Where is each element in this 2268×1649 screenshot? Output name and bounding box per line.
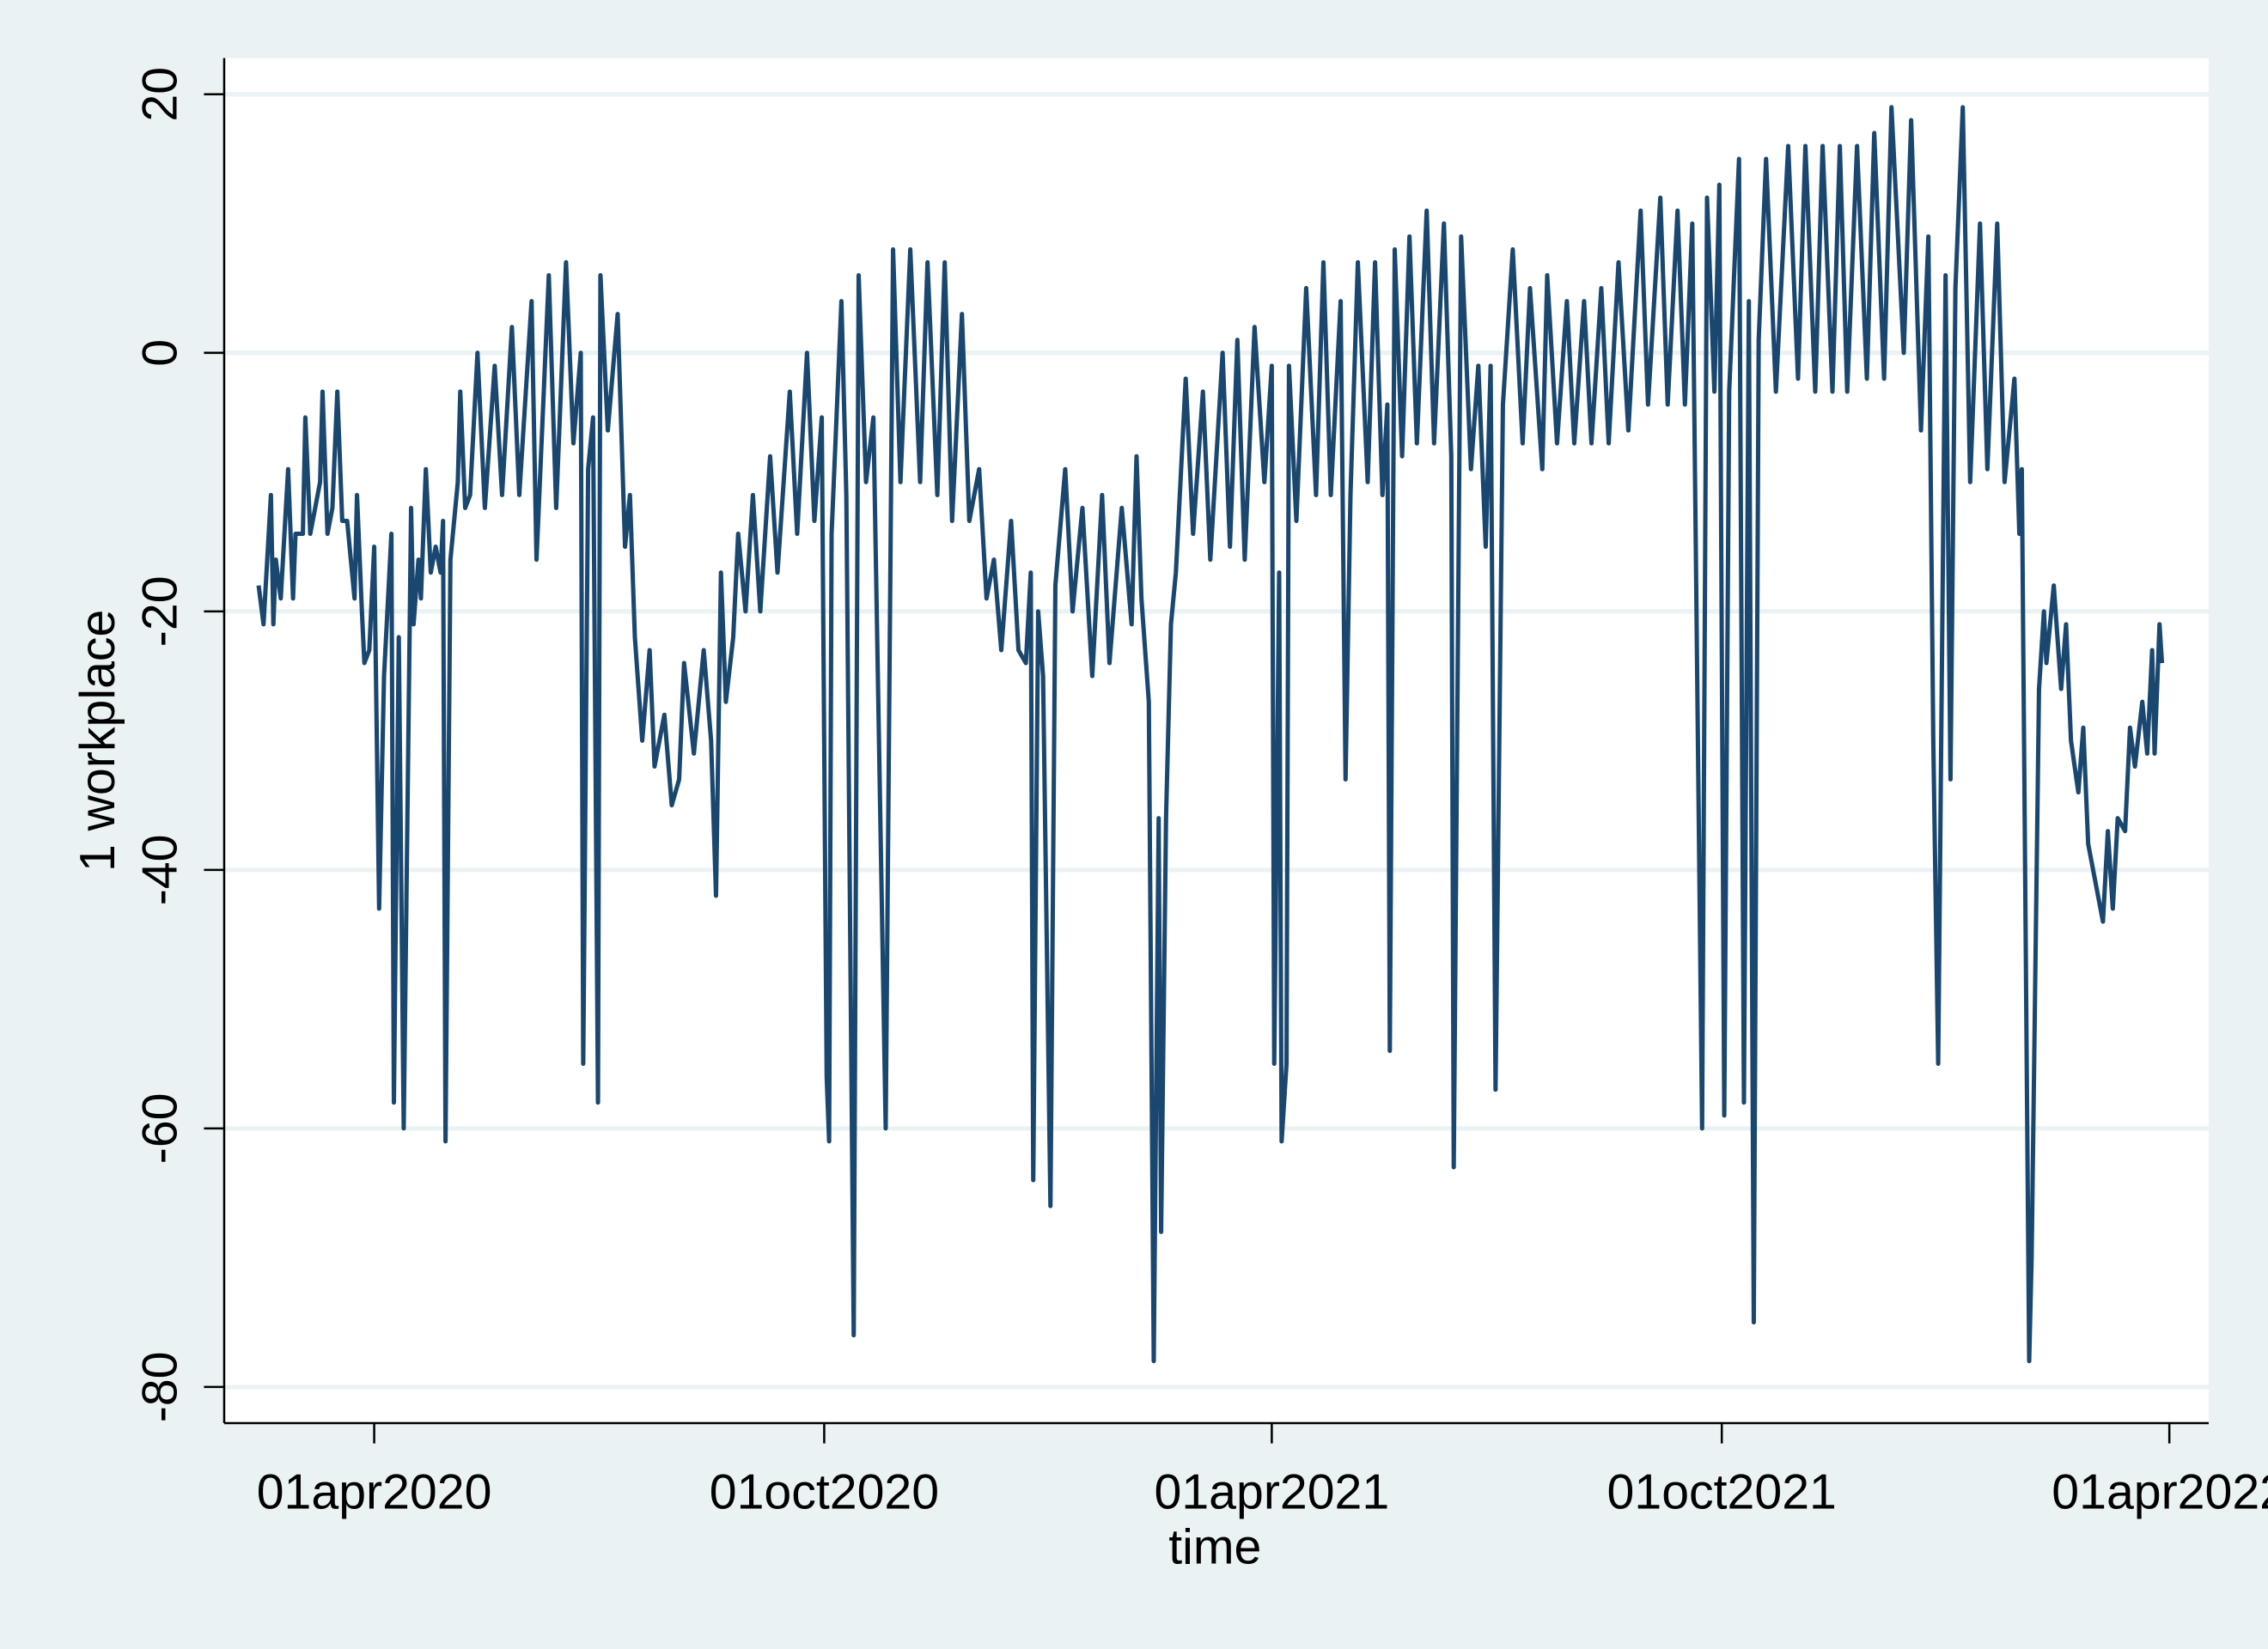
y-tick-label: -20 xyxy=(132,575,187,647)
y-tick-label: 20 xyxy=(132,67,187,122)
y-tick-label: -40 xyxy=(132,834,187,905)
y-tick-label: 0 xyxy=(132,339,187,367)
x-tick-label: 01oct2020 xyxy=(710,1464,939,1519)
plot-area xyxy=(223,58,2209,1424)
y-tick-label: -80 xyxy=(132,1352,187,1423)
data-line xyxy=(256,105,2165,1364)
x-tick-label: 01apr2020 xyxy=(257,1464,492,1519)
x-tick-label: 01apr2021 xyxy=(1155,1464,1390,1519)
y-axis-title: 1 workplace xyxy=(70,610,125,872)
x-axis-title: time xyxy=(1168,1519,1261,1574)
x-tick-label: 01apr2022 xyxy=(2052,1464,2268,1519)
y-tick-label: -60 xyxy=(132,1093,187,1165)
x-tick-label: 01oct2021 xyxy=(1607,1464,1837,1519)
